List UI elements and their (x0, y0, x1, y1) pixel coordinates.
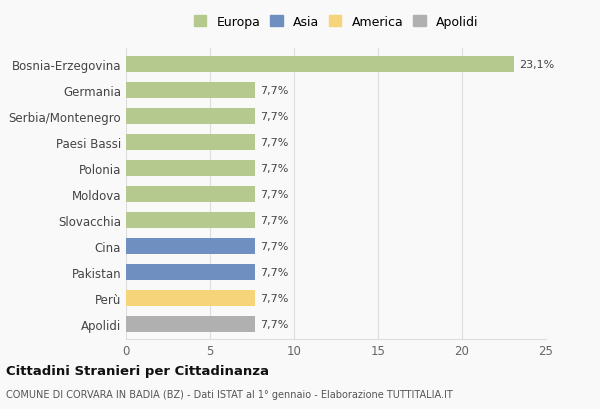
Text: 7,7%: 7,7% (260, 293, 289, 303)
Bar (126, 264, 256, 280)
Bar (126, 108, 256, 124)
Bar (126, 290, 256, 306)
Bar (126, 160, 256, 176)
Bar (126, 238, 256, 254)
Legend: Europa, Asia, America, Apolidi: Europa, Asia, America, Apolidi (190, 12, 482, 32)
Text: COMUNE DI CORVARA IN BADIA (BZ) - Dati ISTAT al 1° gennaio - Elaborazione TUTTIT: COMUNE DI CORVARA IN BADIA (BZ) - Dati I… (6, 389, 453, 399)
Bar (126, 316, 256, 332)
Text: 7,7%: 7,7% (260, 215, 289, 225)
Bar (126, 212, 256, 228)
Text: 7,7%: 7,7% (260, 189, 289, 199)
Text: 7,7%: 7,7% (260, 137, 289, 147)
Bar (126, 83, 256, 99)
Bar (126, 56, 514, 73)
Text: 23,1%: 23,1% (519, 60, 554, 70)
Text: 7,7%: 7,7% (260, 241, 289, 251)
Text: 7,7%: 7,7% (260, 163, 289, 173)
Text: 7,7%: 7,7% (260, 267, 289, 277)
Text: 7,7%: 7,7% (260, 112, 289, 121)
Text: Cittadini Stranieri per Cittadinanza: Cittadini Stranieri per Cittadinanza (6, 364, 269, 377)
Text: 7,7%: 7,7% (260, 319, 289, 329)
Bar (126, 135, 256, 151)
Text: 7,7%: 7,7% (260, 85, 289, 96)
Bar (126, 186, 256, 202)
